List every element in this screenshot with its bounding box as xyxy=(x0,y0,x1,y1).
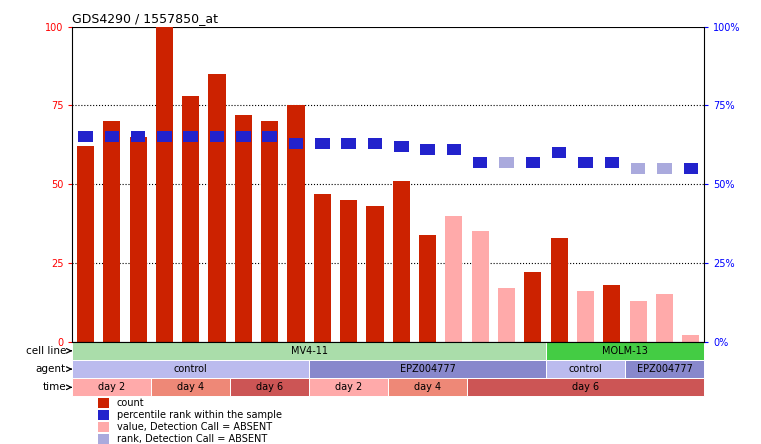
Bar xyxy=(131,131,145,143)
Bar xyxy=(578,157,593,168)
Text: day 2: day 2 xyxy=(335,382,362,392)
Bar xyxy=(129,137,147,342)
Text: cell line: cell line xyxy=(26,346,66,356)
Text: count: count xyxy=(116,398,144,408)
Bar xyxy=(419,234,436,342)
Text: control: control xyxy=(174,364,208,374)
Bar xyxy=(72,360,309,378)
Bar xyxy=(231,378,309,396)
Bar xyxy=(340,200,357,342)
Bar xyxy=(156,27,173,342)
Text: rank, Detection Call = ABSENT: rank, Detection Call = ABSENT xyxy=(116,434,267,444)
Bar xyxy=(77,147,94,342)
Bar xyxy=(420,144,435,155)
Bar xyxy=(656,294,673,342)
Bar xyxy=(629,301,647,342)
Bar xyxy=(499,157,514,168)
Bar xyxy=(315,138,330,149)
Bar xyxy=(472,231,489,342)
Text: agent: agent xyxy=(36,364,66,374)
Bar xyxy=(526,157,540,168)
Bar xyxy=(388,378,467,396)
Bar xyxy=(447,144,461,155)
Bar xyxy=(368,138,382,149)
Bar xyxy=(210,131,224,143)
Bar xyxy=(682,335,699,342)
Text: day 6: day 6 xyxy=(256,382,283,392)
Bar xyxy=(498,288,515,342)
Bar xyxy=(524,273,541,342)
Bar xyxy=(97,422,109,432)
Bar xyxy=(288,105,304,342)
Bar xyxy=(342,138,356,149)
Text: GDS4290 / 1557850_at: GDS4290 / 1557850_at xyxy=(72,12,218,25)
Bar xyxy=(366,206,384,342)
Bar xyxy=(546,342,704,360)
Bar xyxy=(393,181,410,342)
Bar xyxy=(104,131,119,143)
Bar xyxy=(72,378,151,396)
Bar xyxy=(261,121,279,342)
Text: EPZ004777: EPZ004777 xyxy=(636,364,693,374)
Bar xyxy=(97,398,109,408)
Bar xyxy=(604,157,619,168)
Bar xyxy=(288,138,303,149)
Bar xyxy=(235,115,252,342)
Text: value, Detection Call = ABSENT: value, Detection Call = ABSENT xyxy=(116,422,272,432)
Bar xyxy=(552,147,566,158)
Bar xyxy=(263,131,277,143)
Bar xyxy=(309,360,546,378)
Text: day 6: day 6 xyxy=(572,382,599,392)
Bar xyxy=(182,96,199,342)
Bar xyxy=(603,285,620,342)
Text: day 4: day 4 xyxy=(177,382,204,392)
Bar xyxy=(551,238,568,342)
Bar xyxy=(631,163,645,174)
Text: percentile rank within the sample: percentile rank within the sample xyxy=(116,410,282,420)
Bar xyxy=(309,378,388,396)
Bar xyxy=(97,434,109,444)
Bar xyxy=(72,342,546,360)
Text: time: time xyxy=(43,382,66,392)
Bar xyxy=(683,163,698,174)
Text: day 2: day 2 xyxy=(98,382,126,392)
Text: MV4-11: MV4-11 xyxy=(291,346,328,356)
Bar xyxy=(209,74,225,342)
Text: MOLM-13: MOLM-13 xyxy=(602,346,648,356)
Bar xyxy=(625,360,704,378)
Bar xyxy=(394,141,409,152)
Bar xyxy=(445,216,463,342)
Bar xyxy=(546,360,625,378)
Bar xyxy=(151,378,231,396)
Bar xyxy=(314,194,331,342)
Bar xyxy=(577,291,594,342)
Bar xyxy=(78,131,93,143)
Text: EPZ004777: EPZ004777 xyxy=(400,364,456,374)
Bar xyxy=(183,131,198,143)
Text: control: control xyxy=(568,364,603,374)
Bar xyxy=(103,121,120,342)
Bar xyxy=(236,131,250,143)
Bar xyxy=(658,163,672,174)
Bar xyxy=(467,378,704,396)
Bar xyxy=(473,157,488,168)
Bar xyxy=(158,131,172,143)
Bar xyxy=(97,410,109,420)
Text: day 4: day 4 xyxy=(414,382,441,392)
